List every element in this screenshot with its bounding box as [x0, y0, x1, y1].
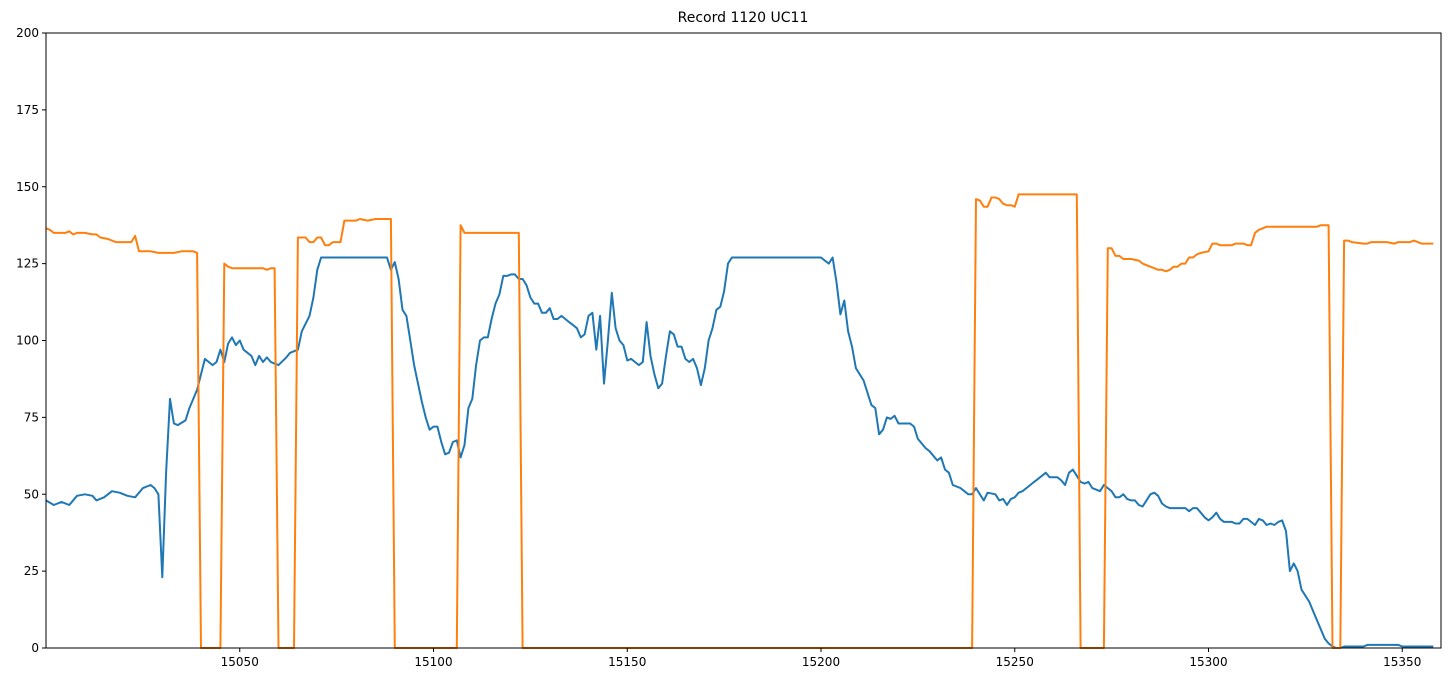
y-tick-label: 50	[24, 487, 39, 501]
y-tick-label: 200	[16, 26, 39, 40]
x-tick-label: 15300	[1189, 655, 1227, 669]
y-tick-label: 125	[16, 257, 39, 271]
x-tick-label: 15250	[996, 655, 1034, 669]
x-tick-label: 15350	[1383, 655, 1421, 669]
y-axis: 0 25 50 75 100 125 150 175 200	[16, 26, 46, 655]
series-layer	[45, 193, 1434, 649]
y-tick-label: 75	[24, 410, 39, 424]
x-axis: 15050 15100 15150 15200 15250 15300 15350	[221, 648, 1421, 669]
x-tick-label: 15100	[414, 655, 452, 669]
chart-title: Record 1120 UC11	[678, 10, 809, 26]
y-tick-label: 25	[24, 564, 39, 578]
x-tick-label: 15200	[802, 655, 840, 669]
series-line-1	[45, 256, 1434, 649]
series-line-2	[45, 193, 1434, 649]
y-tick-label: 0	[31, 641, 39, 655]
x-tick-label: 15050	[221, 655, 259, 669]
x-tick-label: 15150	[608, 655, 646, 669]
plot-frame	[45, 32, 1442, 649]
y-tick-label: 100	[16, 334, 39, 348]
y-tick-label: 175	[16, 103, 39, 117]
y-tick-label: 150	[16, 180, 39, 194]
